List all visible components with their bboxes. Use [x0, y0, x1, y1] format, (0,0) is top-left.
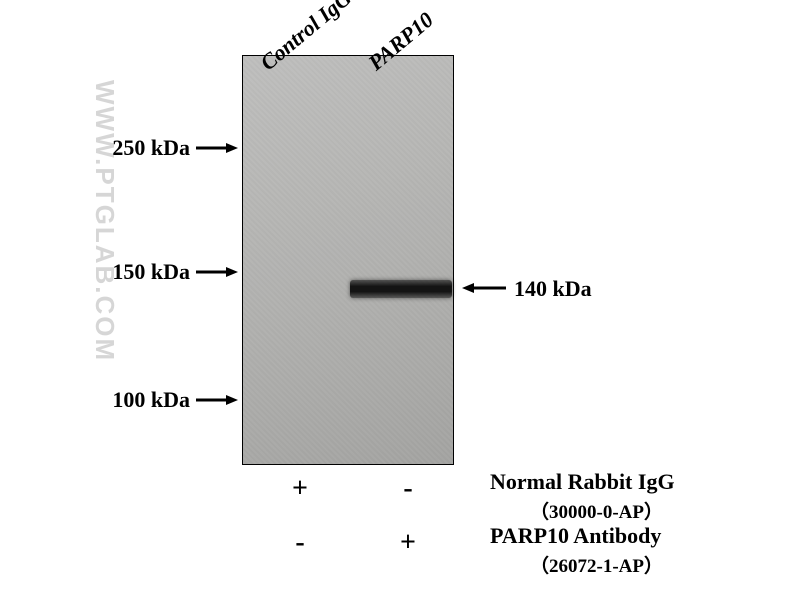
legend-main-1: PARP10 Antibody — [490, 523, 661, 549]
marker-label-1: 150 kDa — [112, 259, 190, 285]
marker-arrow-1 — [186, 262, 248, 282]
marker-label-2: 100 kDa — [112, 387, 190, 413]
watermark: WWW.PTGLAB.COM — [89, 80, 120, 362]
legend-main-0: Normal Rabbit IgG — [490, 469, 675, 495]
figure-root: WWW.PTGLAB.COMControl IgGPARP10250 kDa15… — [0, 0, 800, 600]
band-size-label: 140 kDa — [514, 276, 592, 302]
western-blot-image — [242, 55, 454, 465]
marker-arrow-2 — [186, 390, 248, 410]
condition-symbol-r0-c0: + — [286, 473, 314, 505]
blot-texture — [243, 56, 453, 464]
band-arrow — [452, 278, 516, 298]
legend-sub-1: （26072-1-AP） — [530, 551, 663, 578]
marker-label-0: 250 kDa — [112, 135, 190, 161]
band-parp10 — [350, 280, 452, 298]
marker-arrow-0 — [186, 138, 248, 158]
legend-sub-0: （30000-0-AP） — [530, 497, 663, 524]
condition-symbol-r1-c1: + — [394, 527, 422, 559]
condition-symbol-r1-c0: - — [286, 527, 314, 559]
condition-symbol-r0-c1: - — [394, 473, 422, 505]
